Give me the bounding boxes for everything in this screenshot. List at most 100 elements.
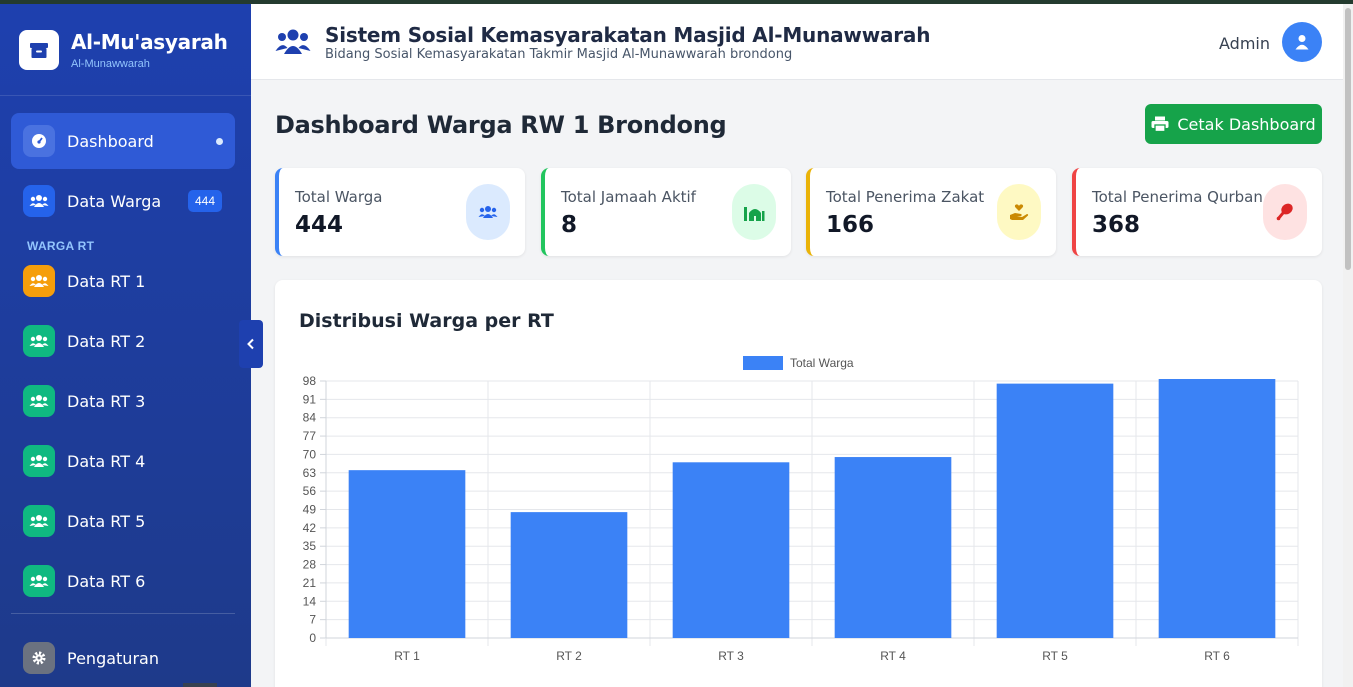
sidebar-item-rt-2[interactable]: Data RT 2 — [11, 313, 235, 369]
users-icon — [466, 184, 510, 240]
app-title: Sistem Sosial Kemasyarakatan Masjid Al-M… — [325, 23, 931, 47]
stat-value: 166 — [826, 212, 875, 238]
brand-title: Al-Mu'asyarah — [71, 29, 228, 54]
gear-icon — [23, 642, 55, 674]
sidebar-item-rt-1[interactable]: Data RT 1 — [11, 253, 235, 309]
x-tick-label: RT 2 — [556, 649, 582, 663]
sidebar-item-label: Data RT 1 — [67, 271, 146, 291]
y-tick-label: 63 — [303, 466, 317, 480]
brand-subtitle: Al-Munawwarah — [71, 57, 150, 70]
stat-card-total-warga: Total Warga 444 — [275, 168, 525, 256]
stat-label: Total Penerima Zakat — [826, 188, 985, 206]
y-tick-label: 42 — [303, 521, 317, 535]
chart-bar — [834, 457, 952, 638]
avatar[interactable] — [1282, 22, 1322, 62]
y-tick-label: 84 — [303, 411, 317, 425]
active-indicator — [216, 137, 223, 145]
stat-card-penerima-qurban: Total Penerima Qurban 368 — [1072, 168, 1322, 256]
users-icon — [23, 445, 55, 477]
chart-card: Distribusi Warga per RT 0 7 14 21 28 35 42 49 56… — [275, 280, 1322, 687]
print-button-label: Cetak Dashboard — [1177, 114, 1316, 134]
y-tick-label: 0 — [309, 631, 316, 645]
users-icon — [23, 185, 55, 217]
chart-bar — [996, 383, 1114, 638]
archive-icon — [19, 29, 59, 70]
legend-swatch — [743, 356, 783, 370]
users-icon — [23, 505, 55, 537]
sidebar: Al-Mu'asyarah Al-Munawwarah Dashboard Da… — [0, 4, 251, 687]
stat-value: 368 — [1092, 212, 1141, 238]
y-tick-label: 56 — [303, 484, 317, 498]
stat-card-penerima-zakat: Total Penerima Zakat 166 — [806, 168, 1056, 256]
stat-card-jamaah-aktif: Total Jamaah Aktif 8 — [541, 168, 791, 256]
sidebar-item-rt-6[interactable]: Data RT 6 — [11, 553, 235, 609]
stat-label: Total Penerima Qurban — [1092, 188, 1263, 206]
drumstick-icon — [1263, 184, 1307, 240]
mosque-icon — [732, 184, 776, 240]
x-tick-label: RT 4 — [880, 649, 906, 663]
x-tick-label: RT 3 — [718, 649, 744, 663]
stat-value: 8 — [561, 212, 578, 238]
users-icon — [23, 565, 55, 597]
user-icon — [1295, 35, 1309, 50]
taskbar-fragment — [183, 683, 217, 687]
top-header: Sistem Sosial Kemasyarakatan Masjid Al-M… — [251, 4, 1353, 80]
users-icon — [23, 385, 55, 417]
chart-title: Distribusi Warga per RT — [299, 310, 554, 332]
scrollbar-thumb[interactable] — [1345, 8, 1351, 270]
chart-bar — [348, 470, 466, 638]
sidebar-item-label: Data RT 6 — [67, 571, 146, 591]
y-tick-label: 21 — [303, 576, 317, 590]
sidebar-item-rt-5[interactable]: Data RT 5 — [11, 493, 235, 549]
sidebar-item-label: Dashboard — [67, 131, 154, 151]
sidebar-item-data-warga[interactable]: Data Warga 444 — [11, 173, 235, 229]
users-icon — [23, 265, 55, 297]
x-tick-label: RT 5 — [1042, 649, 1068, 663]
sidebar-item-label: Pengaturan — [67, 648, 159, 668]
window-top-border — [0, 0, 1353, 4]
sidebar-divider — [11, 613, 235, 614]
sidebar-item-rt-3[interactable]: Data RT 3 — [11, 373, 235, 429]
y-tick-label: 35 — [303, 539, 317, 553]
user-name[interactable]: Admin — [1219, 34, 1270, 53]
chart-bar — [510, 512, 628, 638]
bar-chart: 0 7 14 21 28 35 42 49 56 63 70 77 84 91 98 RT 1 RT 2 RT 3… — [303, 356, 1299, 663]
gauge-icon — [23, 125, 55, 157]
sidebar-item-dashboard[interactable]: Dashboard — [11, 113, 235, 169]
sidebar-item-rt-4[interactable]: Data RT 4 — [11, 433, 235, 489]
chart-bar — [672, 462, 790, 638]
y-tick-label: 91 — [303, 392, 317, 406]
print-dashboard-button[interactable]: Cetak Dashboard — [1145, 104, 1322, 144]
y-tick-label: 98 — [303, 374, 317, 388]
y-tick-label: 7 — [309, 613, 316, 627]
y-tick-label: 49 — [303, 503, 317, 517]
sidebar-item-label: Data RT 3 — [67, 391, 146, 411]
sidebar-item-pengaturan[interactable]: Pengaturan — [11, 630, 235, 686]
sidebar-item-label: Data RT 4 — [67, 451, 146, 471]
count-badge: 444 — [187, 190, 222, 212]
y-tick-label: 14 — [303, 594, 317, 608]
page-scrollbar[interactable] — [1343, 4, 1353, 687]
chevron-left-icon — [247, 338, 254, 350]
x-tick-label: RT 1 — [394, 649, 420, 663]
y-tick-label: 28 — [303, 558, 317, 572]
section-label: WARGA RT — [27, 239, 95, 253]
users-icon — [23, 325, 55, 357]
brand[interactable]: Al-Mu'asyarah Al-Munawwarah — [0, 4, 251, 96]
y-tick-label: 70 — [303, 447, 317, 461]
stat-label: Total Jamaah Aktif — [561, 188, 696, 206]
stat-label: Total Warga — [295, 188, 383, 206]
printer-icon — [1151, 116, 1169, 132]
hand-holding-heart-icon — [997, 184, 1041, 240]
chart-bar — [1158, 379, 1276, 638]
stat-value: 444 — [295, 212, 344, 238]
sidebar-item-label: Data RT 5 — [67, 511, 146, 531]
app-subtitle: Bidang Sosial Kemasyarakatan Takmir Masj… — [325, 47, 793, 62]
users-icon — [275, 26, 311, 61]
sidebar-item-label: Data RT 2 — [67, 331, 146, 351]
legend-label: Total Warga — [790, 356, 854, 370]
sidebar-item-label: Data Warga — [67, 191, 162, 211]
page-title: Dashboard Warga RW 1 Brondong — [275, 111, 727, 139]
sidebar-collapse-button[interactable] — [239, 320, 263, 368]
x-tick-label: RT 6 — [1204, 649, 1230, 663]
